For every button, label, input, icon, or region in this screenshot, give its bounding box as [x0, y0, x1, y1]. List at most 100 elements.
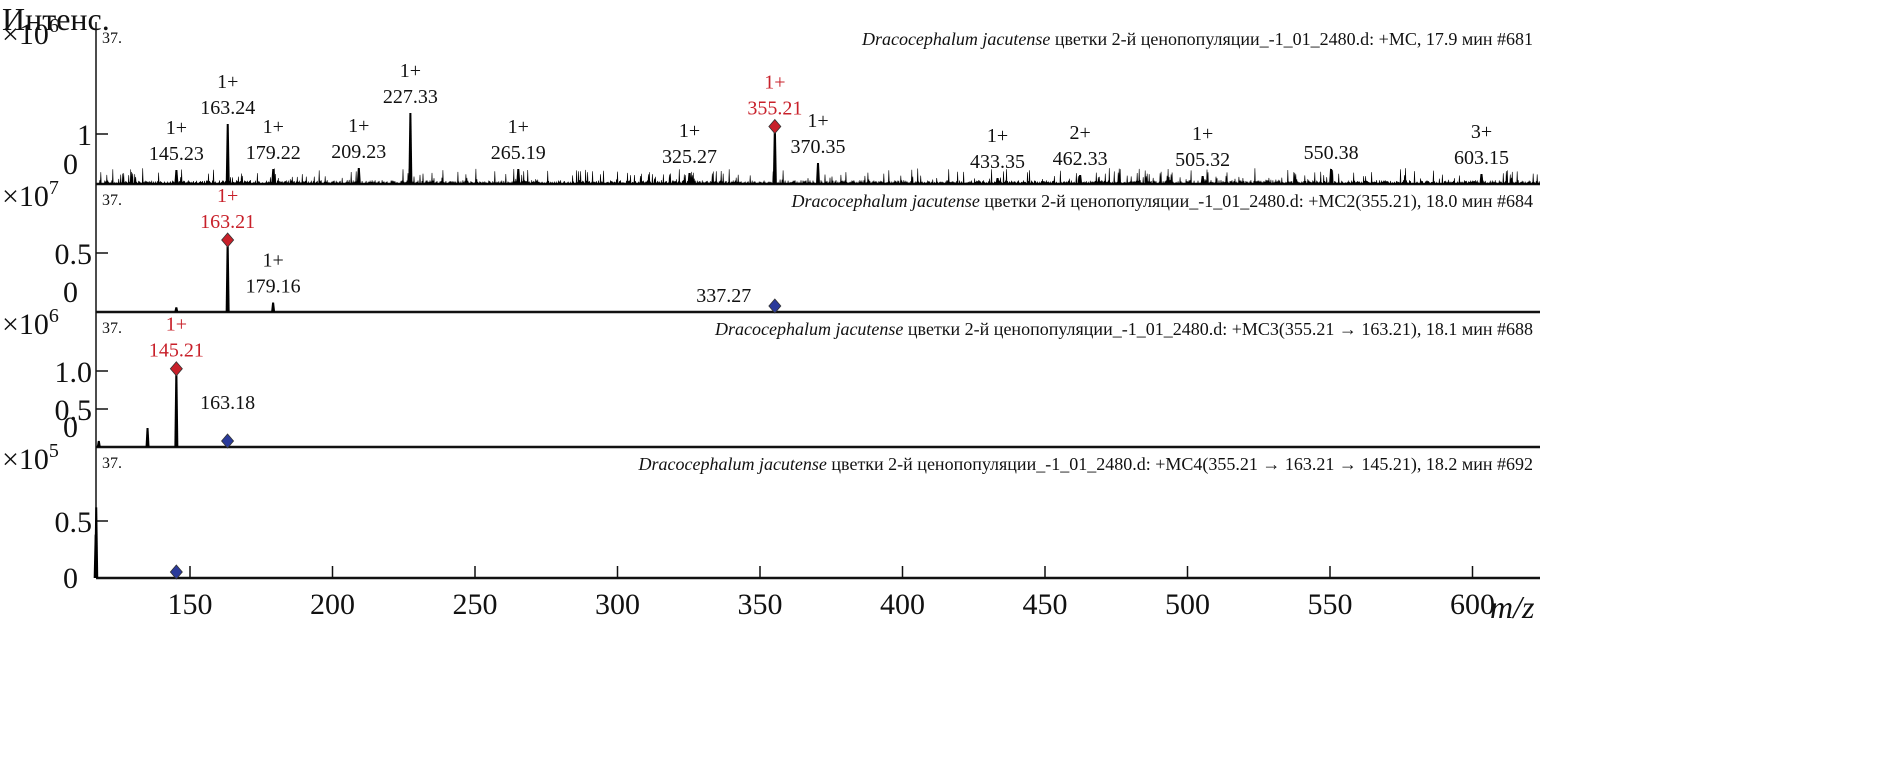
- peak-179.16: [271, 302, 276, 312]
- precursor-marker: [221, 433, 235, 449]
- x-tick-label: 450: [1023, 588, 1068, 621]
- peak-227.33: [408, 113, 413, 184]
- panel-title: Dracocephalum jacutense цветки 2-й ценоп…: [637, 454, 1533, 475]
- peak-145.23: [174, 170, 179, 184]
- peak-145.21: [174, 368, 179, 447]
- panel-index-label: 37.: [102, 192, 122, 209]
- spectrum-panel-3: ×106 37. Dracocephalum jacutense цветки 2-…: [2, 305, 1540, 449]
- peak-charge-label: 1+: [262, 250, 283, 272]
- x-tick-label: 600: [1450, 588, 1495, 621]
- y-multiplier: ×106: [2, 15, 59, 51]
- peak-603.15: [1479, 174, 1484, 184]
- y-multiplier-exponent: 6: [49, 305, 59, 327]
- peak-charge-label: 1+: [348, 115, 369, 137]
- selected-ion-marker: [768, 118, 782, 135]
- peak-mz-label: 462.33: [1053, 148, 1108, 170]
- y-tick-label: 0: [63, 411, 78, 444]
- panel-title: Dracocephalum jacutense цветки 2-й ценоп…: [714, 319, 1533, 340]
- peak-433.35: [995, 178, 1000, 184]
- spectrum-panel-1: ×106 37. Dracocephalum jacutense цветки 2-…: [2, 15, 1540, 186]
- peak-370.35: [815, 163, 820, 184]
- peak-118: [96, 440, 101, 447]
- species-name: Dracocephalum jacutense: [714, 319, 903, 339]
- panel-index-label: 37.: [102, 455, 122, 472]
- peak-mz-label: 209.23: [331, 141, 386, 163]
- peak-mz-label: 227.33: [383, 86, 438, 108]
- y-tick-label: 0: [63, 276, 78, 309]
- peak-charge-label: 1+: [263, 116, 284, 138]
- peak-charge-label: 1+: [217, 185, 238, 207]
- peak-charge-label: 1+: [987, 125, 1008, 147]
- peak-mz-label: 179.22: [246, 142, 301, 164]
- peak-mz-label: 163.21: [200, 211, 255, 233]
- panel-index-label: 37.: [102, 30, 122, 47]
- x-tick-label: 300: [595, 588, 640, 621]
- peak-charge-label: 1+: [1192, 123, 1213, 145]
- scan-info: цветки 2-й ценопопуляции_-1_01_2480.d: +…: [1050, 29, 1533, 49]
- peak-462.33: [1078, 175, 1083, 184]
- y-tick-label: 0: [63, 562, 78, 595]
- peak-charge-label: 1+: [166, 314, 187, 336]
- scan-info: цветки 2-й ценопопуляции_-1_01_2480.d: +…: [903, 319, 1533, 340]
- y-axis-label: Интенс.: [2, 1, 110, 37]
- y-tick-label: 0.5: [55, 394, 93, 427]
- peak-charge-label: 1+: [217, 71, 238, 93]
- peak-179.22: [271, 169, 276, 184]
- y-multiplier-exponent: 7: [49, 177, 59, 199]
- x-axis-label: m/z: [1490, 589, 1535, 625]
- peak-mz-label: 325.27: [662, 146, 717, 168]
- peak-mz-label: 370.35: [790, 136, 845, 158]
- peak-163.21: [225, 240, 230, 312]
- y-multiplier-exponent: 5: [49, 440, 59, 462]
- species-name: Dracocephalum jacutense: [861, 29, 1050, 49]
- selected-ion-marker: [169, 361, 183, 377]
- peak-325.27: [687, 173, 692, 184]
- scan-info: цветки 2-й ценопопуляции_-1_01_2480.d: +…: [827, 454, 1533, 475]
- panel-title: Dracocephalum jacutense цветки 2-й ценоп…: [790, 191, 1533, 212]
- species-name: Dracocephalum jacutense: [790, 191, 979, 211]
- peak-charge-label: 1+: [166, 117, 187, 139]
- peak-charge-label: 2+: [1069, 122, 1090, 144]
- peak-505.32: [1200, 176, 1205, 184]
- scan-info: цветки 2-й ценопопуляции_-1_01_2480.d: +…: [980, 191, 1533, 212]
- peak-mz-label: 433.35: [970, 151, 1025, 173]
- peak-145.2: [174, 307, 179, 312]
- y-tick-label: 0.5: [55, 238, 93, 271]
- spectra-panels: ×106 37. Dracocephalum jacutense цветки 2-…: [2, 15, 1540, 595]
- y-tick-label: 1.0: [55, 356, 93, 389]
- peak-charge-label: 1+: [679, 120, 700, 142]
- peak-charge-label: 1+: [764, 72, 785, 94]
- precursor-marker: [768, 298, 782, 314]
- peak-355.21: [772, 126, 777, 184]
- mz-label: 337.27: [696, 285, 751, 307]
- x-axis: 150 200 250 300 350 400 450 500 550 600: [168, 566, 1495, 621]
- peak-mz-label: 355.21: [747, 98, 802, 120]
- panel-index-label: 37.: [102, 320, 122, 337]
- peak-mz-label: 550.38: [1304, 142, 1359, 164]
- species-name: Dracocephalum jacutense: [637, 454, 826, 474]
- x-tick-label: 200: [310, 588, 355, 621]
- peak-mz-label: 603.15: [1454, 147, 1509, 169]
- peak-550.38: [1329, 169, 1334, 184]
- peak-mz-label: 265.19: [491, 142, 546, 164]
- x-tick-label: 500: [1165, 588, 1210, 621]
- precursor-marker: [169, 564, 183, 580]
- y-tick-label: 0.5: [55, 506, 93, 539]
- peak-charge-label: 1+: [400, 60, 421, 82]
- y-tick-label: 0: [63, 148, 78, 181]
- y-multiplier-exponent: 6: [49, 15, 59, 37]
- mz-label: 163.18: [200, 392, 255, 414]
- x-tick-label: 400: [880, 588, 925, 621]
- x-tick-label: 550: [1308, 588, 1353, 621]
- y-multiplier: ×105: [2, 440, 59, 476]
- x-tick-label: 250: [453, 588, 498, 621]
- peak-163.24: [225, 124, 230, 184]
- peak-mz-label: 505.32: [1175, 149, 1230, 171]
- peak-mz-label: 145.21: [149, 340, 204, 362]
- spectrum-panel-2: ×107 37. Dracocephalum jacutense цветки 2-…: [2, 177, 1540, 314]
- x-tick-label: 350: [738, 588, 783, 621]
- y-multiplier: ×107: [2, 177, 59, 213]
- y-multiplier: ×106: [2, 305, 59, 341]
- peak-265.19: [516, 169, 521, 184]
